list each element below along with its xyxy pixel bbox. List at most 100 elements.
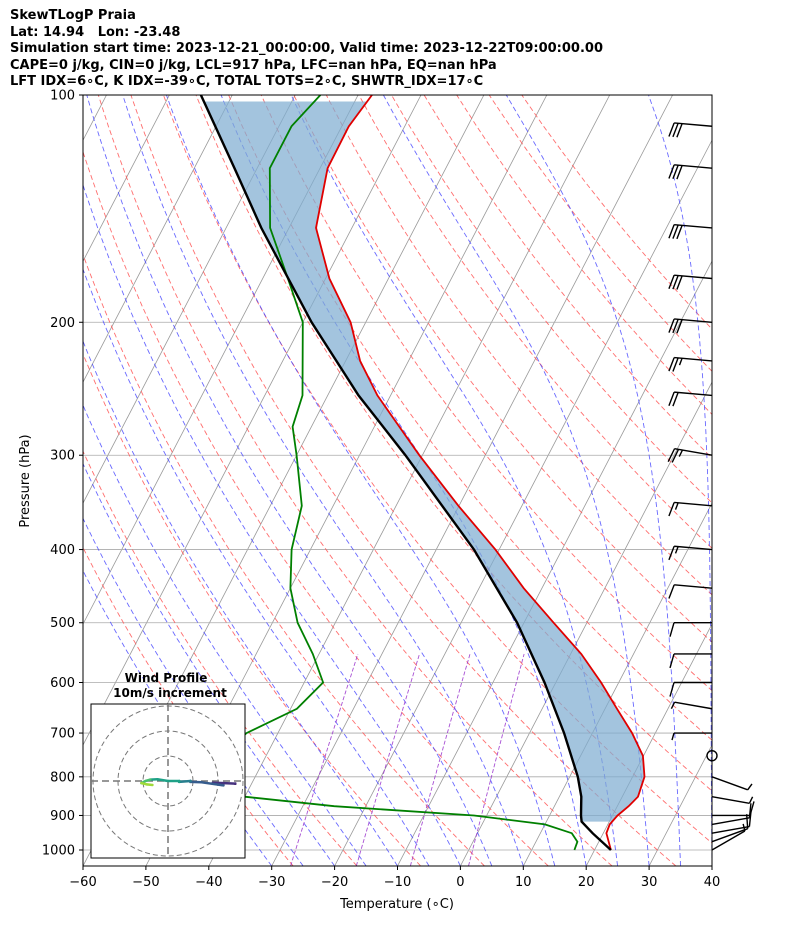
y-tick-label: 100	[50, 89, 75, 104]
mixing-ratio-line	[468, 653, 525, 866]
moist-adiabat-line	[648, 95, 712, 866]
isotherm-line	[83, 95, 422, 746]
moist-adiabat-line	[83, 517, 304, 866]
x-axis-label: Temperature (∘C)	[339, 897, 454, 912]
wind-barbs	[667, 122, 755, 851]
temperature-line	[315, 95, 646, 851]
dry-adiabat-line	[391, 95, 712, 504]
hodograph-segment	[156, 778, 170, 783]
wind-barb	[669, 653, 712, 669]
barb-feather	[676, 123, 683, 138]
barb-feather	[668, 584, 675, 599]
barb-half-feather	[678, 358, 683, 366]
barb-staff	[674, 701, 713, 710]
barb-staff	[674, 391, 713, 397]
wind-barb	[711, 796, 754, 805]
barb-feather	[672, 123, 679, 138]
x-tick-label: −10	[384, 875, 411, 890]
isotherm-line	[460, 381, 712, 866]
wind-barb	[712, 801, 755, 817]
y-tick-label: 900	[50, 809, 75, 824]
isotherm-line	[271, 95, 673, 866]
wind-barb	[668, 545, 713, 561]
barb-feather	[672, 392, 679, 407]
barb-feather	[668, 122, 675, 137]
isotherm-line	[585, 623, 712, 866]
x-tick-label: 10	[515, 875, 532, 890]
moist-adiabat-line	[83, 340, 398, 866]
y-tick-label: 500	[50, 616, 75, 631]
barb-feather	[672, 319, 679, 334]
inset-subtitle: 10m/s increment	[113, 686, 227, 700]
wind-profile-inset: Wind Profile 10m/s increment	[90, 671, 246, 859]
barb-feather	[672, 164, 679, 180]
hodograph-segment	[177, 779, 192, 784]
wind-barb	[668, 223, 713, 240]
y-tick-label: 1000	[42, 844, 75, 859]
wind-barb	[668, 318, 713, 334]
barb-half-feather	[747, 783, 753, 791]
barb-feather	[669, 653, 675, 669]
barb-feather	[672, 357, 679, 372]
barb-half-feather	[678, 449, 684, 457]
hodograph-trace	[140, 778, 237, 787]
wind-barb	[668, 122, 713, 138]
mixing-ratio-line	[355, 653, 420, 866]
dry-adiabat-line	[293, 95, 712, 643]
wind-barb	[711, 776, 753, 791]
dry-adiabat-line	[260, 95, 712, 692]
barb-staff	[674, 356, 713, 362]
wind-barb	[671, 732, 712, 741]
barb-feather	[669, 622, 675, 637]
barb-feather	[668, 391, 675, 406]
profile-lines	[199, 95, 646, 851]
moist-adiabat-line	[165, 95, 556, 866]
location-text: Lat: 14.94 Lon: -23.48	[10, 24, 181, 40]
y-tick-label: 200	[50, 316, 75, 331]
x-tick-label: −40	[195, 875, 222, 890]
barb-staff	[674, 447, 713, 456]
barb-feather	[668, 274, 675, 290]
calm-wind-circle	[706, 749, 718, 762]
barb-feather	[668, 357, 675, 372]
wind-barb	[668, 501, 713, 517]
wind-barb	[711, 803, 752, 826]
isotherm-line	[711, 865, 712, 866]
barb-half-feather	[671, 732, 675, 741]
isotherm-line	[334, 139, 712, 866]
y-axis-ticks: 100 200 300 400 500 600 700 800 900 1000	[42, 89, 83, 859]
barb-staff	[674, 584, 713, 589]
barb-staff	[674, 501, 713, 507]
barb-feather	[676, 275, 683, 290]
barb-staff	[711, 817, 750, 826]
isotherm-line	[522, 502, 712, 866]
cin-area	[203, 101, 645, 822]
barb-feather	[671, 449, 680, 463]
dry-adiabat-line	[83, 450, 358, 866]
inset-title: Wind Profile	[125, 671, 208, 685]
barb-staff	[711, 776, 748, 791]
barb-staff	[674, 318, 713, 323]
hodograph-segment	[145, 783, 154, 787]
x-tick-label: 40	[704, 875, 721, 890]
wind-barb	[669, 622, 712, 637]
barb-feather	[668, 502, 675, 517]
dry-adiabat-line	[325, 95, 712, 596]
barb-staff	[674, 274, 713, 280]
wind-barb	[668, 164, 713, 180]
moist-adiabat-line	[220, 95, 587, 866]
y-tick-label: 400	[50, 543, 75, 558]
chart-title: SkewTLogP Praia	[10, 8, 136, 23]
barb-half-feather	[674, 546, 679, 554]
barb-staff	[674, 122, 713, 127]
moist-adiabat-line	[83, 404, 367, 866]
barb-staff	[674, 164, 713, 169]
barb-feather	[668, 224, 675, 239]
wind-barb	[668, 356, 713, 372]
x-tick-label: 30	[641, 875, 658, 890]
x-tick-label: 0	[456, 875, 464, 890]
parcel-line	[199, 95, 612, 851]
x-tick-label: −30	[258, 875, 285, 890]
dry-adiabat-line	[228, 95, 712, 741]
